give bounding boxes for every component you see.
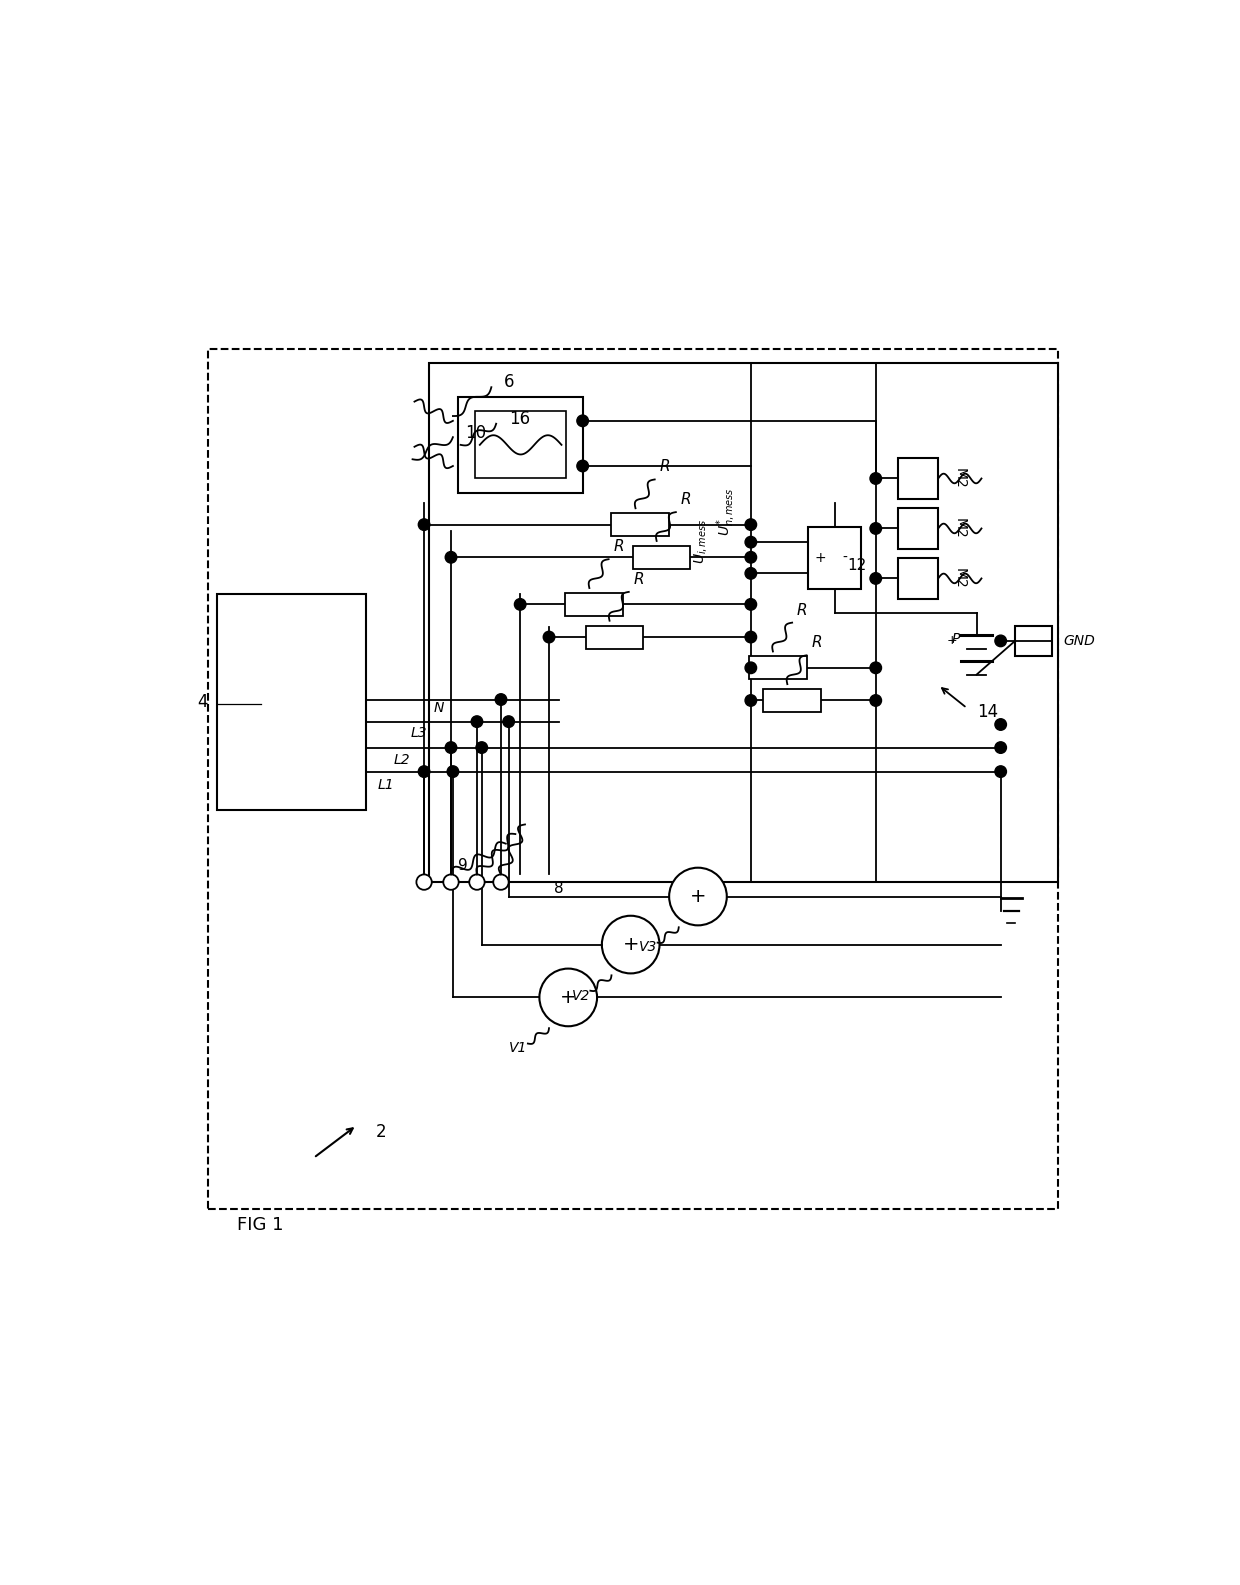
Bar <box>898 558 939 599</box>
Bar <box>208 349 1058 1209</box>
Text: N: N <box>434 701 444 715</box>
Circle shape <box>745 552 756 563</box>
Text: +: + <box>689 888 707 907</box>
Circle shape <box>870 572 882 585</box>
Circle shape <box>670 867 727 926</box>
Bar <box>217 594 367 810</box>
Circle shape <box>601 916 660 973</box>
Circle shape <box>577 460 589 472</box>
Bar <box>429 363 1059 883</box>
Circle shape <box>495 694 507 705</box>
Circle shape <box>494 875 508 889</box>
Text: M2: M2 <box>952 468 967 488</box>
Circle shape <box>745 567 756 579</box>
Text: 2: 2 <box>376 1122 387 1141</box>
Circle shape <box>539 968 598 1025</box>
Text: +: + <box>946 634 957 647</box>
Circle shape <box>444 875 459 889</box>
Text: -: - <box>842 550 847 564</box>
Circle shape <box>445 552 456 563</box>
Circle shape <box>448 766 459 777</box>
Text: +: + <box>815 550 826 564</box>
Text: L3: L3 <box>410 726 428 740</box>
Circle shape <box>994 718 1007 731</box>
Text: V3: V3 <box>639 940 657 954</box>
Text: 16: 16 <box>508 411 529 428</box>
Text: GND: GND <box>1063 634 1095 648</box>
Text: $U_{i,mess}$: $U_{i,mess}$ <box>692 518 709 564</box>
Circle shape <box>418 518 430 531</box>
Text: 6: 6 <box>503 374 515 391</box>
Circle shape <box>745 599 756 610</box>
Circle shape <box>745 631 756 644</box>
Circle shape <box>745 536 756 548</box>
Text: R: R <box>634 572 645 586</box>
Bar <box>585 626 644 648</box>
Circle shape <box>994 766 1007 777</box>
Text: FIG 1: FIG 1 <box>237 1216 283 1235</box>
Bar <box>565 593 622 617</box>
Circle shape <box>503 716 515 728</box>
Text: V2: V2 <box>572 989 590 1002</box>
Bar <box>898 458 939 499</box>
Circle shape <box>445 742 456 753</box>
Text: 10: 10 <box>465 425 486 442</box>
Text: 12: 12 <box>847 558 866 574</box>
Circle shape <box>994 636 1007 647</box>
Text: L2: L2 <box>393 753 410 767</box>
Text: P: P <box>952 632 960 647</box>
Text: R: R <box>797 602 807 618</box>
Text: 8: 8 <box>554 881 563 897</box>
Circle shape <box>994 742 1007 753</box>
Circle shape <box>745 518 756 531</box>
Bar <box>764 689 821 712</box>
Bar <box>611 514 670 536</box>
Text: +: + <box>622 935 639 954</box>
Text: +: + <box>560 987 577 1006</box>
Circle shape <box>515 599 526 610</box>
Circle shape <box>417 875 432 889</box>
Circle shape <box>469 875 485 889</box>
Circle shape <box>418 766 430 777</box>
Bar <box>458 396 583 493</box>
Bar <box>1016 626 1052 656</box>
Circle shape <box>471 716 482 728</box>
Text: R: R <box>811 636 822 650</box>
Bar <box>749 656 806 680</box>
Text: M2: M2 <box>952 518 967 539</box>
Text: R: R <box>614 539 624 555</box>
Bar <box>808 526 862 590</box>
Circle shape <box>870 523 882 534</box>
Text: V1: V1 <box>510 1041 527 1056</box>
Circle shape <box>745 663 756 674</box>
Circle shape <box>870 694 882 707</box>
Text: L1: L1 <box>378 778 394 792</box>
Circle shape <box>577 415 589 426</box>
Circle shape <box>870 663 882 674</box>
Text: R: R <box>681 491 691 507</box>
Circle shape <box>745 694 756 707</box>
Circle shape <box>476 742 487 753</box>
Circle shape <box>870 472 882 485</box>
Text: M2: M2 <box>952 567 967 588</box>
Circle shape <box>543 631 554 644</box>
Text: 14: 14 <box>977 704 998 721</box>
Text: 9: 9 <box>458 857 467 873</box>
Text: R: R <box>660 460 670 474</box>
Text: $U_{n,mess}^{*}$: $U_{n,mess}^{*}$ <box>715 488 738 536</box>
Text: 4: 4 <box>197 693 208 712</box>
Bar <box>632 545 691 569</box>
Bar <box>898 509 939 548</box>
Bar <box>475 411 567 479</box>
